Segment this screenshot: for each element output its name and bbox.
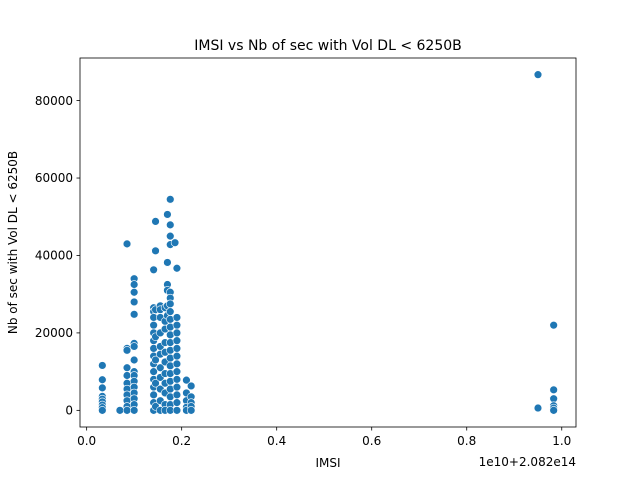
data-point [122, 239, 132, 249]
data-point [186, 406, 196, 415]
data-point [163, 210, 172, 219]
x-axis-offset-label: 1e10+2.082e14 [479, 455, 576, 469]
data-point [166, 231, 175, 241]
data-point [122, 363, 132, 372]
data-point [129, 280, 139, 289]
data-point [182, 375, 191, 385]
y-tick-label: 80000 [35, 94, 73, 108]
data-point [172, 406, 182, 415]
data-point [533, 403, 543, 413]
data-point [122, 406, 132, 415]
data-point [172, 382, 182, 392]
data-point [172, 313, 182, 322]
data-point [151, 355, 160, 365]
y-ticks: 0 20000 40000 60000 80000 [35, 94, 80, 418]
data-point [129, 342, 139, 351]
data-point [549, 385, 558, 395]
data-point [166, 220, 175, 230]
data-point [533, 70, 543, 79]
data-point [156, 363, 165, 372]
y-tick-label: 0 [65, 404, 73, 418]
data-point [115, 406, 125, 415]
data-point [170, 238, 180, 247]
points-layer [98, 70, 558, 415]
data-point [129, 310, 139, 319]
data-point [122, 371, 132, 380]
data-point [98, 383, 107, 393]
data-point [172, 320, 182, 330]
chart-title: IMSI vs Nb of sec with Vol DL < 6250B [194, 38, 462, 54]
axes-frame [79, 57, 577, 428]
data-point [172, 351, 182, 361]
data-point [172, 398, 182, 407]
data-point [151, 217, 160, 226]
data-point [549, 406, 558, 415]
data-point [549, 394, 558, 403]
x-tick-label: 0.4 [267, 434, 286, 448]
data-point [172, 390, 182, 400]
data-point [172, 359, 182, 369]
x-tick-label: 1.0 [552, 434, 571, 448]
data-point [163, 258, 172, 267]
y-tick-label: 20000 [35, 326, 73, 340]
x-tick-label: 0.6 [362, 434, 381, 448]
data-point [166, 195, 175, 204]
data-point [166, 307, 175, 316]
data-point [166, 299, 175, 309]
data-point [149, 390, 158, 400]
data-point [149, 320, 158, 330]
data-point [98, 406, 107, 415]
data-point [172, 367, 182, 376]
data-point [122, 346, 132, 355]
data-point [98, 375, 107, 384]
data-point [151, 246, 160, 256]
data-point [149, 265, 158, 274]
data-point [151, 379, 160, 388]
data-point [172, 375, 182, 384]
y-axis-label: Nb of sec with Vol DL < 6250B [6, 151, 20, 334]
data-point [129, 288, 139, 297]
data-point [172, 328, 182, 338]
data-point [129, 355, 139, 365]
y-tick-label: 60000 [35, 171, 73, 185]
data-point [172, 344, 182, 353]
data-point [129, 297, 139, 307]
x-ticks: 0.0 0.2 0.4 0.6 0.8 1.0 [77, 427, 571, 448]
data-point [129, 406, 139, 415]
data-point [186, 381, 196, 391]
x-tick-label: 0.0 [77, 434, 96, 448]
data-point [549, 320, 558, 330]
data-point [98, 361, 107, 370]
x-tick-label: 0.8 [457, 434, 476, 448]
x-tick-label: 0.2 [172, 434, 191, 448]
y-tick-label: 40000 [35, 249, 73, 263]
x-axis-label: IMSI [315, 456, 340, 470]
data-point [172, 336, 182, 345]
data-point [172, 264, 182, 273]
